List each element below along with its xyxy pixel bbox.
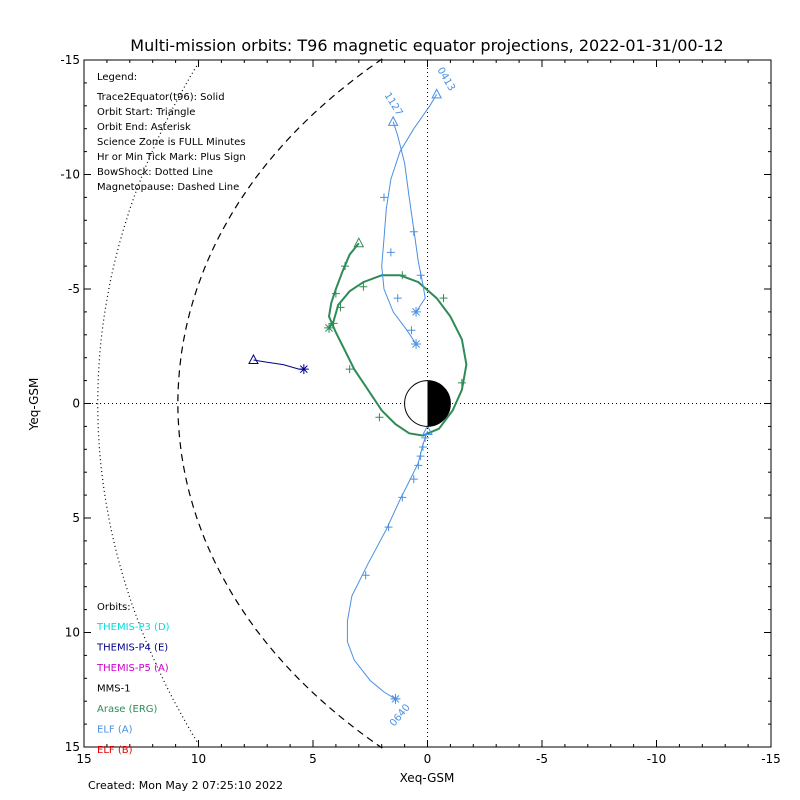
series-tick-mark [393, 294, 402, 303]
orbits-heading: Orbits: [97, 602, 131, 613]
orbit-start-triangle [248, 353, 259, 364]
series-tick-mark [386, 248, 395, 257]
y-tick-label: -5 [68, 282, 80, 296]
series-tick-mark [409, 475, 418, 484]
series-tick-mark [414, 461, 423, 470]
orbit-end-asterisk [411, 338, 422, 349]
orbits-item: Arase (ERG) [97, 704, 158, 715]
orbit-start-triangle [353, 237, 365, 248]
series-line [253, 359, 304, 370]
series-tick-mark [416, 452, 425, 461]
orbit-end-asterisk [324, 322, 335, 333]
x-tick-label: -15 [761, 752, 781, 766]
bowshock-line [97, 62, 200, 745]
created-timestamp: Created: Mon May 2 07:25:10 2022 [88, 779, 284, 792]
series-tick-mark [331, 289, 340, 298]
series-tick-mark [421, 433, 430, 442]
x-axis-label: Xeq-GSM [400, 771, 455, 785]
series-tick-mark [384, 523, 393, 532]
series-tick-mark [409, 227, 418, 236]
trace-label: 1127 [382, 91, 405, 118]
legend-line: BowShock: Dotted Line [97, 167, 213, 178]
series-tick-mark [341, 262, 350, 271]
legend-line: Science Zone is FULL Minutes [97, 137, 246, 148]
orbits-item: THEMIS-P4 (E) [96, 643, 168, 654]
legend-line: Orbit Start: Triangle [97, 107, 195, 118]
x-tick-label: 0 [424, 752, 432, 766]
series-tick-mark [336, 303, 345, 312]
earth-night-side [427, 380, 451, 427]
x-tick-label: 5 [309, 752, 317, 766]
series-tick-mark [418, 443, 427, 452]
chart-title: Multi-mission orbits: T96 magnetic equat… [130, 36, 723, 55]
orbits-item: ELF (A) [97, 725, 133, 736]
series-tick-mark [345, 365, 354, 374]
y-tick-label: 0 [72, 397, 80, 411]
series-tick-mark [398, 271, 407, 280]
series-line [381, 94, 438, 345]
orbit-start-triangle [387, 115, 399, 126]
y-tick-label: 10 [65, 626, 80, 640]
legend-line: Magnetopause: Dashed Line [97, 182, 239, 193]
series-tick-mark [439, 294, 448, 303]
axis-ticks: 15 10 5 0 -5 -10 -15 -15 -10 -5 0 5 10 15 [60, 53, 780, 766]
boundaries [97, 58, 383, 749]
earth-icon [404, 380, 451, 427]
series-tick-mark [359, 282, 368, 291]
y-tick-label: -10 [60, 168, 80, 182]
series-tick-mark [329, 319, 338, 328]
trace-label: 0413 [435, 66, 457, 94]
x-tick-label: -5 [536, 752, 548, 766]
y-tick-label: -15 [60, 53, 80, 67]
legend-heading: Legend: [97, 72, 137, 83]
x-tick-label: -10 [647, 752, 667, 766]
orbits-item: THEMIS-P3 (D) [96, 622, 170, 633]
legend-line: Orbit End: Asterisk [97, 122, 191, 133]
series-line [346, 430, 428, 700]
series-tick-mark [457, 378, 466, 387]
orbits-key: Orbits: THEMIS-P3 (D) THEMIS-P4 (E) THEMIS-… [96, 602, 170, 756]
orbits-item: ELF (B) [97, 745, 133, 756]
orbit-end-asterisk [411, 306, 422, 317]
orbit-end-asterisk [390, 693, 401, 704]
y-tick-label: 15 [65, 740, 80, 754]
y-axis-label: Yeq-GSM [27, 378, 41, 432]
trace-label: 0640 [388, 702, 413, 729]
series-line [327, 242, 468, 437]
legend-line: Hr or Min Tick Mark: Plus Sign [97, 152, 246, 163]
orbit-start-triangle [422, 424, 433, 435]
series-tick-mark [398, 493, 407, 502]
x-tick-label: 15 [76, 752, 91, 766]
series-tick-mark [379, 193, 388, 202]
series-tick-mark [375, 413, 384, 422]
legend-line: Trace2Equator(t96): Solid [96, 92, 225, 103]
series-tick-mark [416, 271, 425, 280]
legend: Legend: Trace2Equator(t96): Solid Orbit St… [96, 72, 246, 193]
series-tick-mark [407, 326, 416, 335]
y-tick-label: 5 [72, 511, 80, 525]
orbit-end-asterisk [298, 364, 309, 375]
orbits-item: THEMIS-P5 (A) [96, 663, 169, 674]
orbit-start-triangle [431, 88, 442, 99]
orbits-item: MMS-1 [97, 684, 131, 695]
series-tick-mark [361, 571, 370, 580]
x-tick-label: 10 [191, 752, 206, 766]
magnetopause-line [177, 58, 383, 749]
